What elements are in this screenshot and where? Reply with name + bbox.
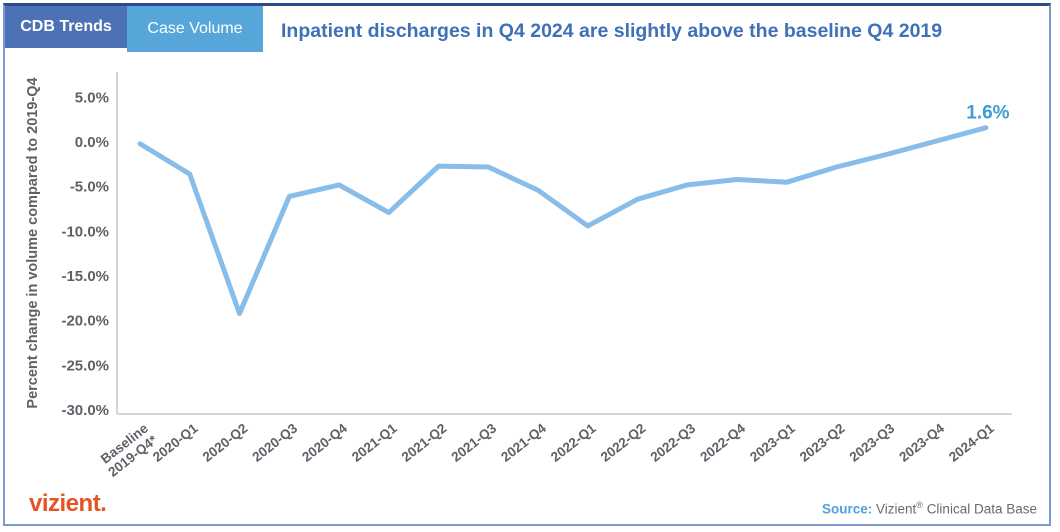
x-tick-label: 2022-Q4 xyxy=(697,420,748,464)
x-tick-label: 2022-Q2 xyxy=(598,421,649,465)
x-tick-label: 2021-Q1 xyxy=(349,420,400,464)
x-tick-label: 2021-Q4 xyxy=(498,420,549,464)
x-tick-label: 2023-Q4 xyxy=(896,420,947,464)
x-tick-label: 2021-Q2 xyxy=(399,421,450,465)
source-rest: Clinical Data Base xyxy=(926,501,1037,517)
x-tick-label: 2020-Q2 xyxy=(200,421,251,465)
endpoint-label: 1.6% xyxy=(966,103,1009,124)
tab-cdb-trends[interactable]: CDB Trends xyxy=(5,6,127,48)
x-tick-label: Baseline2019-Q4* xyxy=(96,420,161,480)
line-chart: 5.0% 0.0% -5.0% -10.0% -15.0% -20.0% -25.0% -30… xyxy=(5,56,1049,516)
chart-title: Inpatient discharges in Q4 2024 are slig… xyxy=(281,20,943,42)
tab-case-volume-label: Case Volume xyxy=(147,20,243,37)
x-tick-label: 2023-Q1 xyxy=(747,420,798,464)
source-attribution: Source: Vizient® Clinical Data Base xyxy=(822,500,1037,517)
y-tick-label: -10.0% xyxy=(61,223,109,240)
x-tick-label: 2022-Q1 xyxy=(548,420,599,464)
x-tick-label: 2020-Q3 xyxy=(249,420,300,464)
vizient-logo: vizient. xyxy=(29,490,107,517)
y-tick-label: -15.0% xyxy=(61,268,109,285)
source-brand: Vizient xyxy=(876,501,917,517)
tab-case-volume[interactable]: Case Volume xyxy=(127,6,263,52)
x-tick-label: 2020-Q4 xyxy=(299,420,350,464)
trend-line xyxy=(137,125,989,317)
x-tick-label: 2021-Q3 xyxy=(449,420,500,464)
x-tick-label: 2023-Q3 xyxy=(847,420,898,464)
chart-canvas: 5.0% 0.0% -5.0% -10.0% -15.0% -20.0% -25.0% -30… xyxy=(25,72,1012,480)
source-label: Source: xyxy=(821,501,873,517)
y-tick-label: 5.0% xyxy=(75,89,109,106)
y-axis-title: Percent change in volume compared to 201… xyxy=(25,77,41,408)
x-tick-label: 2024-Q1 xyxy=(946,420,997,464)
x-tick-label: 2023-Q2 xyxy=(797,421,848,465)
x-tick-label: 2022-Q3 xyxy=(648,420,699,464)
trend-card: CDB Trends Case Volume Inpatient dischar… xyxy=(3,3,1051,526)
y-tick-label: -25.0% xyxy=(61,357,109,374)
tab-cdb-trends-label: CDB Trends xyxy=(20,18,112,35)
y-tick-label: -20.0% xyxy=(61,313,109,330)
y-tick-label: -30.0% xyxy=(61,402,109,419)
registered-mark: ® xyxy=(916,500,923,510)
y-tick-label: 0.0% xyxy=(75,134,109,151)
y-tick-label: -5.0% xyxy=(70,179,109,196)
